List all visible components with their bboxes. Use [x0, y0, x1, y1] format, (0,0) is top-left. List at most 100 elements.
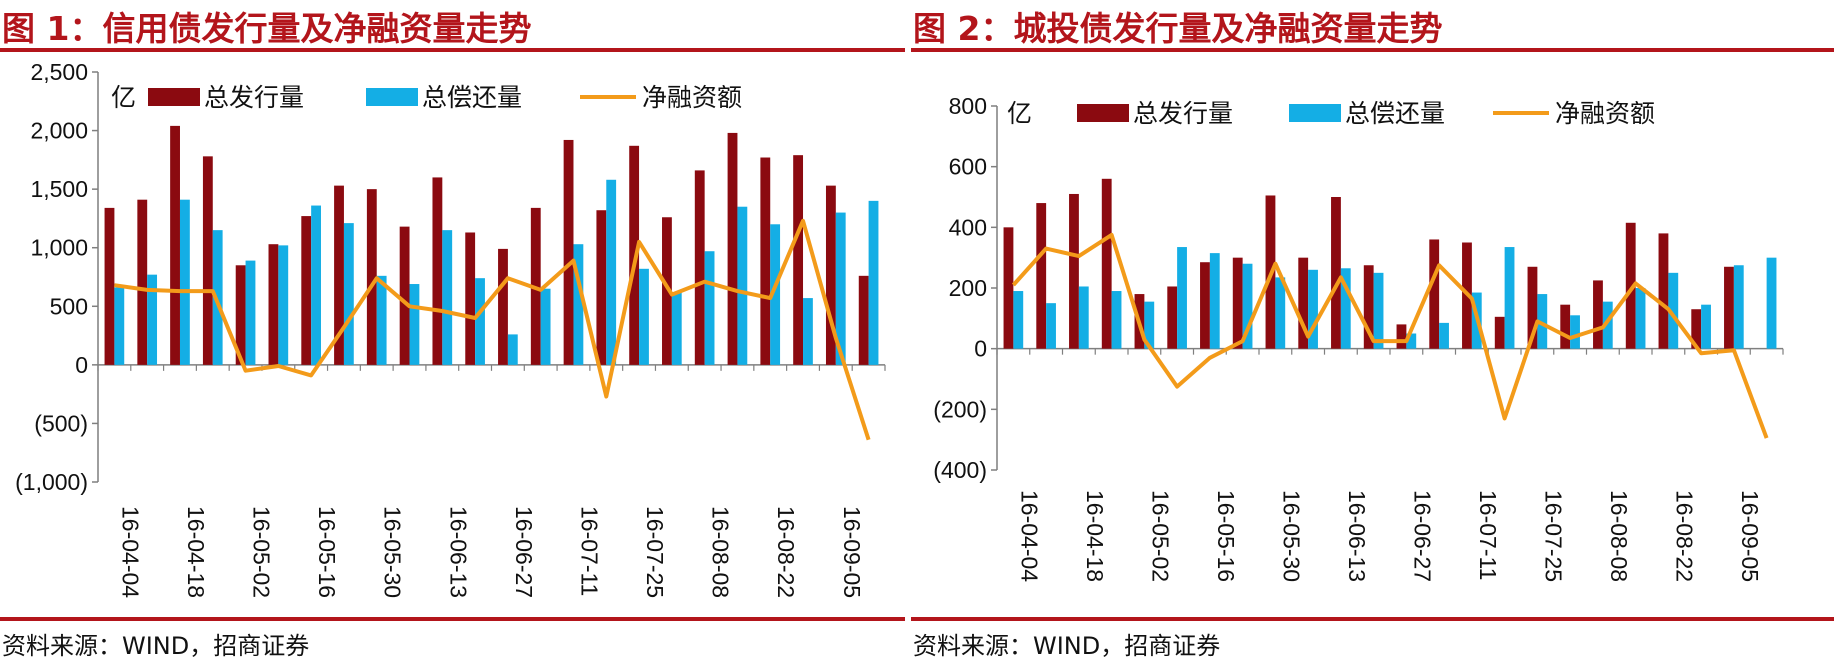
y-tick-label: 200 [949, 275, 987, 301]
source-note: 资料来源：WIND，招商证券 [913, 632, 1221, 660]
x-tick-label: 16-05-16 [1213, 490, 1239, 582]
bar-total-issuance [1494, 316, 1505, 349]
line-net-financing [114, 218, 871, 441]
bar-total-repayment [1766, 257, 1777, 349]
bar-total-repayment [704, 251, 715, 365]
bar-total-issuance [432, 177, 443, 365]
bar-total-issuance [1363, 265, 1374, 349]
bar-total-repayment [376, 275, 387, 365]
source-rule [911, 617, 1834, 621]
y-tick-label: 600 [949, 154, 987, 180]
y-tick-label: (1,000) [15, 469, 88, 495]
bar-total-issuance [301, 216, 312, 365]
bar-total-repayment [212, 230, 223, 365]
bar-total-repayment [1701, 304, 1711, 349]
bar-total-repayment [442, 230, 453, 365]
bar-total-repayment [1209, 253, 1220, 349]
bar-total-issuance [498, 248, 508, 365]
bar-total-repayment [278, 245, 289, 365]
y-tick-label: 800 [949, 93, 987, 119]
x-tick-label: 16-04-04 [117, 506, 143, 598]
x-tick-label: 16-08-08 [708, 506, 734, 598]
bar-total-issuance [596, 210, 607, 365]
bar-total-issuance [825, 185, 836, 365]
x-tick-label: 16-06-27 [1409, 490, 1435, 582]
x-tick-label: 16-05-02 [249, 506, 275, 598]
bar-total-repayment [475, 278, 485, 365]
x-tick-label: 16-07-25 [642, 506, 668, 598]
bar-total-issuance [334, 185, 344, 365]
bar-total-issuance [1232, 257, 1243, 349]
x-tick-label: 16-05-30 [380, 506, 406, 598]
bar-total-issuance [1691, 309, 1702, 349]
bar-total-issuance [399, 226, 410, 365]
bar-total-repayment [1275, 277, 1286, 349]
figure-title: 图 2：城投债发行量及净融资量走势 [913, 9, 1443, 48]
bar-total-issuance [629, 145, 640, 365]
legend-label: 总偿还量 [1345, 99, 1445, 128]
legend-swatch-issuance [1077, 104, 1129, 122]
x-tick-label: 16-05-30 [1278, 490, 1304, 582]
y-tick-label: 0 [974, 336, 987, 362]
x-tick-label: 16-08-08 [1606, 490, 1632, 582]
bar-total-repayment [606, 179, 617, 365]
y-tick-label: (200) [933, 396, 987, 422]
bar-total-repayment [1111, 291, 1122, 349]
y-tick-label: 2,500 [30, 59, 88, 85]
legend-swatch-issuance [148, 88, 200, 106]
bar-total-issuance [465, 232, 476, 365]
unit-label: 亿 [111, 83, 136, 112]
x-tick-label: 16-04-04 [1016, 490, 1042, 582]
y-tick-label: (500) [34, 410, 88, 436]
x-tick-label: 16-08-22 [773, 506, 799, 598]
chart-2: 800 600 400 200 0 (200) (400) 16-04-04 16-04-18 1… [933, 93, 1784, 582]
chart-1: 2,500 2,000 1,500 1,000 500 0 (500) (1,000) 16-0… [15, 59, 886, 598]
y-tick-label: 1,000 [30, 235, 88, 261]
bar-total-issuance [760, 157, 771, 365]
title-rule [0, 48, 905, 52]
x-tick-label: 16-07-11 [576, 506, 602, 596]
bar-total-issuance [268, 244, 279, 365]
bar-total-issuance [727, 132, 738, 365]
bar-total-repayment [1078, 286, 1089, 349]
unit-label: 亿 [1007, 99, 1032, 128]
bar-total-issuance [1429, 239, 1440, 349]
x-tick-label: 16-09-05 [1737, 490, 1763, 582]
chart-panel-1: 图 1：信用债发行量及净融资量走势 2,500 2,000 1,500 1,000 50… [0, 0, 905, 660]
bar-total-repayment [1602, 301, 1613, 349]
bar-total-repayment [147, 274, 158, 365]
legend: 总发行量 总偿还量 净融资额 [148, 83, 742, 112]
bar-total-issuance [694, 170, 705, 365]
bar-total-issuance [1167, 286, 1178, 349]
y-tick-label: 500 [50, 293, 88, 319]
bar-total-repayment [1504, 247, 1515, 349]
bar-total-repayment [1373, 272, 1384, 349]
bar-total-repayment [1635, 288, 1646, 349]
bar-total-repayment [1570, 315, 1580, 349]
title-rule [911, 48, 1834, 52]
bar-total-repayment [1733, 265, 1744, 349]
y-tick-label: 2,000 [30, 118, 88, 144]
bar-total-repayment [540, 288, 551, 365]
source-rule [0, 617, 905, 621]
x-tick-label: 16-08-22 [1671, 490, 1697, 582]
y-tick-label: 1,500 [30, 176, 88, 202]
bar-total-issuance [202, 156, 213, 365]
y-tick-label: 0 [75, 352, 88, 378]
bar-total-repayment [409, 284, 420, 365]
bar-total-repayment [770, 224, 781, 365]
bar-total-issuance [793, 155, 804, 365]
bar-total-repayment [835, 212, 846, 365]
bar-total-repayment [803, 298, 813, 365]
bar-total-repayment [1537, 294, 1548, 349]
bar-total-repayment [507, 334, 518, 365]
x-tick-label: 16-06-13 [445, 506, 471, 598]
bar-total-issuance [1331, 197, 1341, 349]
legend-swatch-repayment [1289, 104, 1341, 122]
legend-label: 净融资额 [1555, 99, 1655, 128]
bar-total-issuance [1069, 193, 1079, 349]
x-tick-label: 16-06-13 [1344, 490, 1370, 582]
legend-label: 总偿还量 [422, 83, 522, 112]
legend-label: 净融资额 [642, 83, 742, 112]
x-tick-label: 16-05-16 [314, 506, 340, 598]
